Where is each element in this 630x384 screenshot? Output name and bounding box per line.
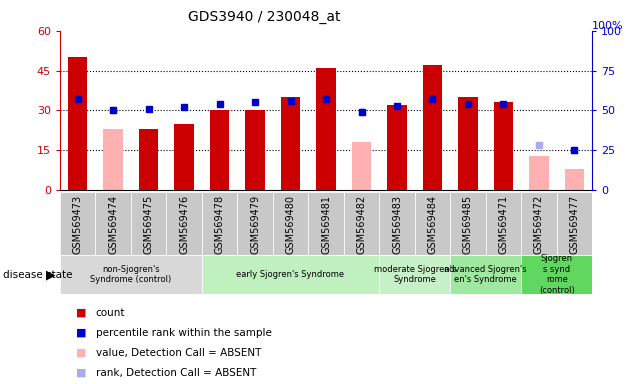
Bar [238, 192, 273, 255]
Text: Sjogren
s synd
rome
(control): Sjogren s synd rome (control) [539, 255, 575, 295]
Bar [352, 142, 371, 190]
Bar [521, 255, 592, 294]
Bar [450, 255, 521, 294]
Text: GSM569482: GSM569482 [357, 195, 367, 254]
Bar [486, 192, 521, 255]
Text: GSM569475: GSM569475 [144, 195, 154, 255]
Text: non-Sjogren's
Syndrome (control): non-Sjogren's Syndrome (control) [90, 265, 171, 284]
Bar [379, 192, 415, 255]
Text: early Sjogren's Syndrome: early Sjogren's Syndrome [236, 270, 345, 279]
Bar [95, 192, 131, 255]
Bar [308, 192, 344, 255]
Text: percentile rank within the sample: percentile rank within the sample [96, 328, 272, 338]
Text: rank, Detection Call = ABSENT: rank, Detection Call = ABSENT [96, 368, 256, 378]
Text: ■: ■ [76, 348, 86, 358]
Text: GSM569472: GSM569472 [534, 195, 544, 255]
Bar [415, 192, 450, 255]
Bar [202, 192, 238, 255]
Text: ■: ■ [76, 308, 86, 318]
Bar [210, 111, 229, 190]
Bar [68, 57, 88, 190]
Bar [245, 111, 265, 190]
Bar [316, 68, 336, 190]
Bar [139, 129, 158, 190]
Bar [103, 129, 123, 190]
Bar [60, 255, 202, 294]
Text: GSM569478: GSM569478 [215, 195, 224, 254]
Text: 100%: 100% [592, 21, 624, 31]
Bar [529, 156, 549, 190]
Bar [202, 255, 379, 294]
Text: GSM569474: GSM569474 [108, 195, 118, 254]
Bar [494, 103, 513, 190]
Bar [450, 192, 486, 255]
Bar [521, 192, 557, 255]
Bar [273, 192, 308, 255]
Text: count: count [96, 308, 125, 318]
Text: GSM569479: GSM569479 [250, 195, 260, 254]
Text: GSM569477: GSM569477 [570, 195, 580, 255]
Bar [387, 105, 407, 190]
Bar [175, 124, 194, 190]
Bar [281, 97, 301, 190]
Bar [131, 192, 166, 255]
Text: GSM569481: GSM569481 [321, 195, 331, 254]
Text: GSM569471: GSM569471 [498, 195, 508, 254]
Bar [564, 169, 584, 190]
Text: GSM569480: GSM569480 [285, 195, 295, 254]
Text: disease state: disease state [3, 270, 72, 280]
Bar [557, 192, 592, 255]
Bar [344, 192, 379, 255]
Text: ■: ■ [76, 368, 86, 378]
Bar [166, 192, 202, 255]
Bar [458, 97, 478, 190]
Text: advanced Sjogren's
en's Syndrome: advanced Sjogren's en's Syndrome [444, 265, 527, 284]
Text: GSM569476: GSM569476 [179, 195, 189, 254]
Bar [60, 192, 95, 255]
Text: GSM569473: GSM569473 [72, 195, 83, 254]
Bar [379, 255, 450, 294]
Bar [423, 65, 442, 190]
Text: ▶: ▶ [46, 268, 55, 281]
Text: GDS3940 / 230048_at: GDS3940 / 230048_at [188, 10, 341, 23]
Text: GSM569483: GSM569483 [392, 195, 402, 254]
Text: moderate Sjogren's
Syndrome: moderate Sjogren's Syndrome [374, 265, 456, 284]
Text: GSM569485: GSM569485 [463, 195, 473, 254]
Text: value, Detection Call = ABSENT: value, Detection Call = ABSENT [96, 348, 261, 358]
Text: ■: ■ [76, 328, 86, 338]
Text: GSM569484: GSM569484 [428, 195, 437, 254]
